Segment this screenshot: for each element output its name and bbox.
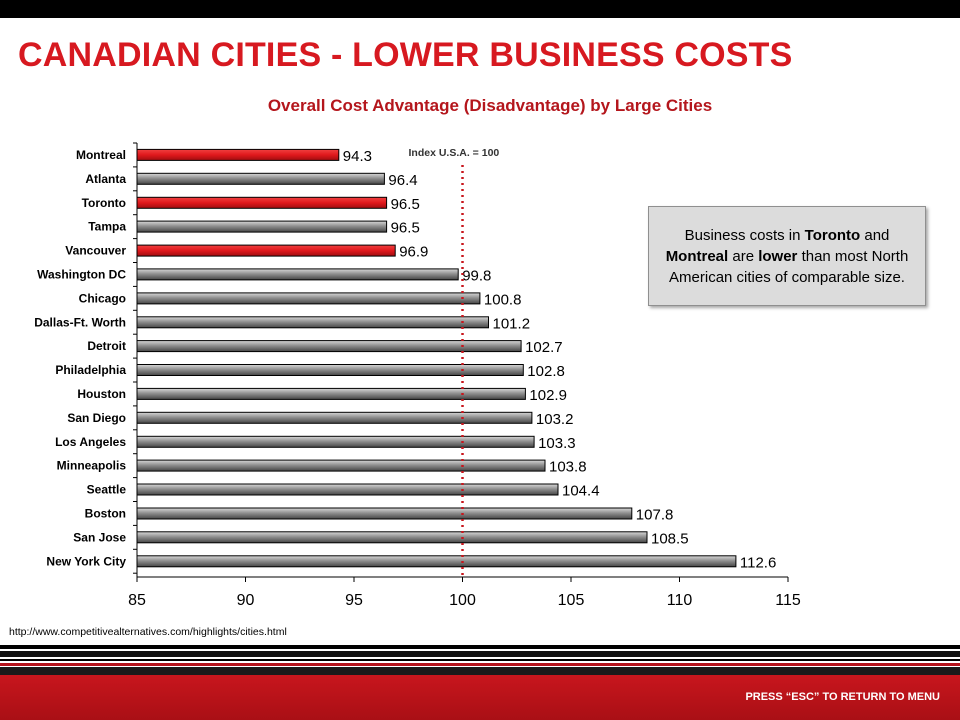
value-label-washington-dc: 99.8 [462, 267, 491, 284]
category-label-washington-dc: Washington DC [37, 267, 126, 281]
bar-san-diego [136, 411, 533, 424]
value-label-tampa: 96.5 [391, 220, 420, 237]
value-label-new-york-city: 112.6 [740, 554, 776, 571]
source-url: http://www.competitivealternatives.com/h… [9, 626, 287, 638]
category-label-san-jose: San Jose [73, 530, 126, 544]
category-label-detroit: Detroit [87, 339, 126, 353]
category-label-houston: Houston [77, 387, 126, 401]
category-label-vancouver: Vancouver [65, 244, 126, 258]
bar-washington-dc [136, 268, 459, 281]
category-label-boston: Boston [85, 507, 126, 521]
category-label-chicago: Chicago [79, 291, 126, 305]
callout-toronto: Toronto [804, 226, 861, 244]
value-label-seattle: 104.4 [562, 483, 600, 500]
category-label-philadelphia: Philadelphia [55, 363, 126, 377]
category-label-los-angeles: Los Angeles [55, 435, 126, 449]
bar-montreal [136, 148, 340, 161]
value-label-los-angeles: 103.3 [538, 435, 576, 452]
return-to-menu-hint[interactable]: PRESS “ESC” TO RETURN TO MENU [745, 691, 940, 703]
reference-line-label: Index U.S.A. = 100 [409, 147, 500, 159]
value-label-philadelphia: 102.8 [527, 363, 565, 380]
bar-minneapolis [136, 459, 546, 472]
footer-bar: PRESS “ESC” TO RETURN TO MENU [0, 675, 960, 720]
bar-dallas-ft-worth [136, 316, 489, 329]
x-tick-label-90: 90 [237, 592, 255, 609]
value-label-minneapolis: 103.8 [549, 459, 587, 476]
value-label-toronto: 96.5 [391, 196, 420, 213]
x-tick-label-95: 95 [345, 592, 363, 609]
category-label-atlanta: Atlanta [85, 172, 126, 186]
x-tick-label-85: 85 [128, 592, 146, 609]
value-label-detroit: 102.7 [525, 339, 563, 356]
bar-tampa [136, 220, 388, 233]
bar-chicago [136, 292, 481, 305]
bar-boston [136, 507, 633, 520]
slide-title: CANADIAN CITIES - LOWER BUSINESS COSTS [18, 36, 793, 74]
value-label-atlanta: 96.4 [388, 172, 417, 189]
category-label-san-diego: San Diego [67, 411, 126, 425]
bar-los-angeles [136, 435, 535, 448]
category-label-seattle: Seattle [87, 483, 127, 497]
top-black-bar [0, 0, 960, 18]
value-label-houston: 102.9 [529, 387, 567, 404]
x-tick-label-105: 105 [558, 592, 585, 609]
category-label-montreal: Montreal [76, 148, 126, 162]
value-label-vancouver: 96.9 [399, 244, 428, 261]
value-label-dallas-ft-worth: 101.2 [493, 315, 531, 332]
category-label-dallas-ft-worth: Dallas-Ft. Worth [34, 315, 126, 329]
footer-stripes [0, 645, 960, 675]
callout-montreal: Montreal [665, 247, 729, 265]
bar-san-jose [136, 531, 648, 544]
category-label-new-york-city: New York City [46, 554, 126, 568]
value-label-san-jose: 108.5 [651, 530, 689, 547]
callout-lower: lower [758, 247, 798, 265]
chart-title: Overall Cost Advantage (Disadvantage) by… [267, 96, 713, 115]
category-label-toronto: Toronto [82, 196, 126, 210]
value-label-boston: 107.8 [636, 507, 674, 524]
value-label-montreal: 94.3 [343, 148, 372, 165]
x-tick-label-115: 115 [775, 592, 801, 609]
value-label-chicago: 100.8 [484, 291, 522, 308]
bar-houston [136, 387, 526, 400]
x-tick-label-110: 110 [667, 592, 693, 609]
callout-box: Business costs in Toronto and Montreal a… [648, 206, 926, 306]
bar-philadelphia [136, 364, 524, 376]
category-label-tampa: Tampa [88, 220, 126, 234]
bar-new-york-city [136, 555, 737, 568]
bar-toronto [136, 196, 388, 209]
callout-text: Business costs in Toronto and Montreal a… [665, 226, 909, 286]
bar-seattle [136, 483, 559, 496]
bar-atlanta [136, 172, 385, 185]
x-tick-label-100: 100 [449, 592, 476, 609]
category-label-minneapolis: Minneapolis [57, 459, 127, 473]
value-label-san-diego: 103.2 [536, 411, 574, 428]
bar-vancouver [136, 244, 396, 257]
